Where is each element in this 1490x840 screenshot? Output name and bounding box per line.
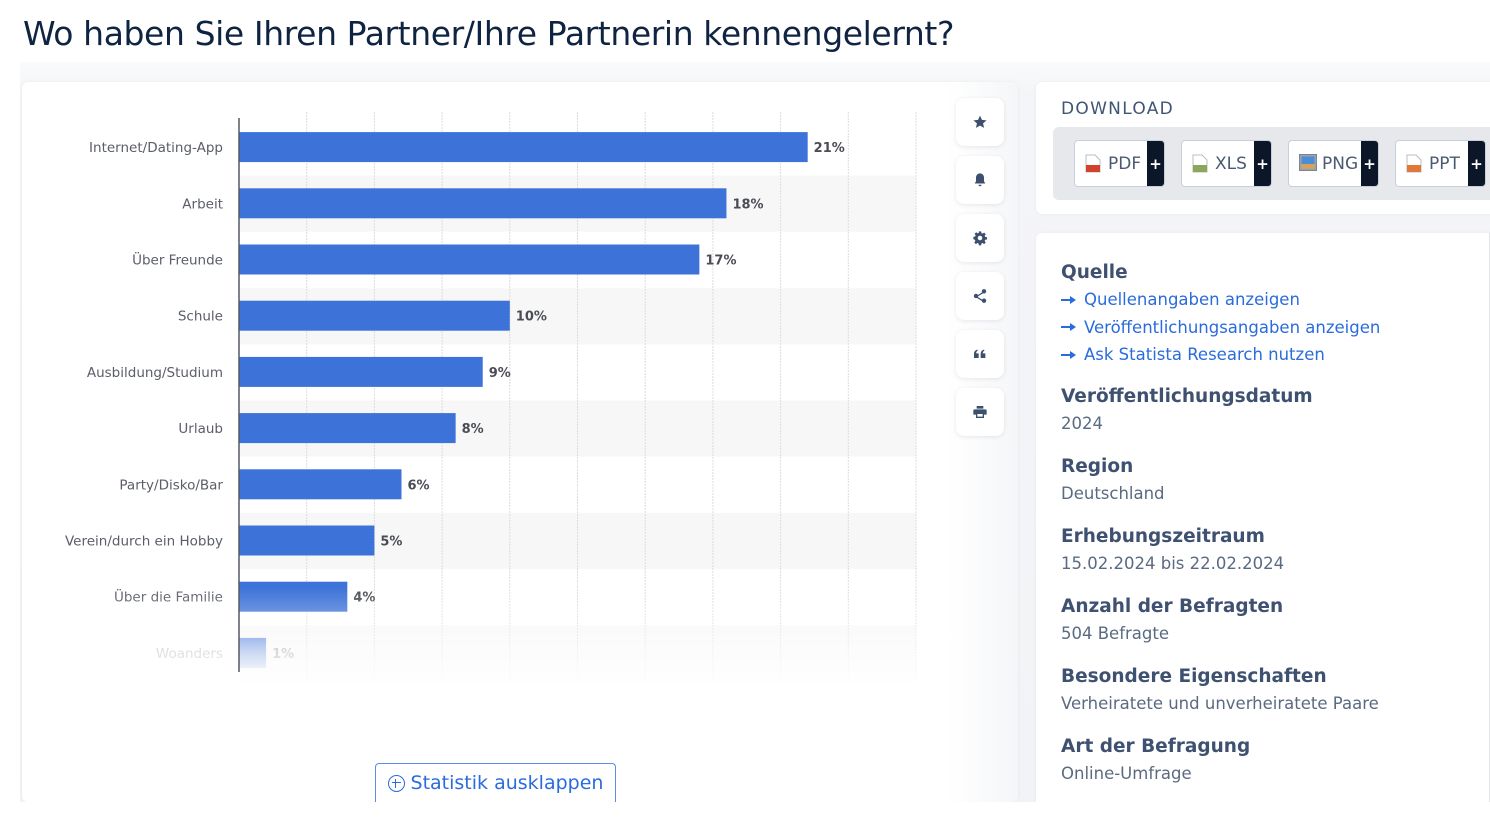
bar	[239, 469, 402, 500]
category-label: Party/Disko/Bar	[119, 477, 223, 493]
download-panel: DOWNLOAD PDF + XLS + PNG + P	[1036, 82, 1490, 214]
settings-button[interactable]	[956, 214, 1004, 262]
value-label: 6%	[407, 478, 429, 493]
info-field-heading: Art der Befragung	[1061, 736, 1251, 757]
download-png-plus[interactable]: +	[1361, 141, 1378, 186]
bar	[239, 244, 700, 275]
download-pdf-plus[interactable]: +	[1147, 141, 1164, 186]
share-button[interactable]	[956, 272, 1004, 320]
info-field-value: Verheiratete und unverheiratete Paare	[1061, 694, 1379, 713]
download-ppt-button[interactable]: PPT +	[1395, 140, 1486, 187]
download-title: DOWNLOAD	[1061, 99, 1175, 119]
bell-icon	[974, 173, 986, 187]
chart-fade-overlay	[22, 587, 962, 692]
info-field-publication-date: Veröffentlichungsdatum 2024	[1061, 386, 1313, 433]
bar	[239, 525, 375, 556]
statistic-info-panel: Quelle Quellenangaben anzeigen Veröffent…	[1036, 233, 1490, 813]
info-field-value: 2024	[1061, 414, 1103, 433]
info-field-value: Deutschland	[1061, 484, 1165, 503]
bar	[239, 188, 727, 219]
download-pdf-label: PDF	[1108, 153, 1142, 174]
value-label: 8%	[462, 422, 484, 437]
source-section: Quelle Quellenangaben anzeigen Veröffent…	[1061, 262, 1380, 366]
info-field-survey-period: Erhebungszeitraum 15.02.2024 bis 22.02.2…	[1061, 526, 1284, 573]
arrow-right-icon	[1061, 322, 1076, 332]
download-format-tray: PDF + XLS + PNG + PPT +	[1053, 127, 1490, 200]
page-title: Wo haben Sie Ihren Partner/Ihre Partneri…	[23, 14, 955, 53]
source-link-label: Veröffentlichungsangaben anzeigen	[1084, 317, 1381, 337]
info-field-heading: Veröffentlichungsdatum	[1061, 386, 1313, 407]
quote-icon	[974, 349, 986, 358]
category-label: Internet/Dating-App	[89, 140, 223, 156]
pdf-file-icon	[1085, 154, 1101, 173]
download-xls-button[interactable]: XLS +	[1181, 140, 1272, 187]
source-link-quellenangaben[interactable]: Quellenangaben anzeigen	[1061, 289, 1380, 311]
png-image-icon	[1299, 154, 1317, 173]
xls-file-icon	[1192, 154, 1208, 173]
category-label: Schule	[178, 309, 223, 325]
info-field-value: 504 Befragte	[1061, 624, 1170, 643]
category-label: Ausbildung/Studium	[87, 365, 223, 381]
info-field-heading: Besondere Eigenschaften	[1061, 666, 1327, 687]
bar-chart: Internet/Dating-App Arbeit Über Freunde Sch…	[22, 112, 962, 692]
value-label: 18%	[732, 197, 763, 212]
download-ppt-label: PPT	[1429, 153, 1460, 174]
source-link-ask-statista[interactable]: Ask Statista Research nutzen	[1061, 344, 1380, 366]
share-icon	[973, 289, 987, 303]
download-ppt-plus[interactable]: +	[1468, 141, 1485, 186]
value-label: 10%	[516, 310, 547, 325]
source-link-label: Quellenangaben anzeigen	[1084, 290, 1300, 310]
info-field-survey-method: Art der Befragung Online-Umfrage	[1061, 736, 1250, 783]
info-field-region: Region Deutschland	[1061, 456, 1165, 503]
bar	[239, 300, 510, 331]
plus-circle-icon	[387, 774, 405, 792]
print-button[interactable]	[956, 388, 1004, 436]
value-label: 9%	[489, 366, 511, 381]
info-field-heading: Region	[1061, 456, 1134, 477]
info-field-respondents: Anzahl der Befragten 504 Befragte	[1061, 596, 1283, 643]
info-field-heading: Erhebungszeitraum	[1061, 526, 1265, 547]
info-field-heading: Anzahl der Befragten	[1061, 596, 1284, 617]
category-label: Über Freunde	[132, 251, 223, 269]
download-xls-plus[interactable]: +	[1254, 141, 1271, 186]
arrow-right-icon	[1061, 350, 1076, 360]
source-heading: Quelle	[1061, 262, 1128, 283]
info-field-special-properties: Besondere Eigenschaften Verheiratete und…	[1061, 666, 1379, 713]
notification-button[interactable]	[956, 156, 1004, 204]
info-field-value: Online-Umfrage	[1061, 764, 1192, 783]
favorite-button[interactable]	[956, 98, 1004, 146]
bar	[239, 132, 808, 163]
download-pdf-button[interactable]: PDF +	[1074, 140, 1165, 187]
value-label: 5%	[380, 535, 402, 550]
download-xls-label: XLS	[1215, 153, 1247, 174]
value-label: 17%	[705, 254, 736, 269]
expand-statistic-button[interactable]: Statistik ausklappen	[375, 763, 616, 802]
category-label: Urlaub	[178, 421, 223, 437]
info-field-value: 15.02.2024 bis 22.02.2024	[1061, 554, 1285, 573]
source-link-label: Ask Statista Research nutzen	[1084, 345, 1325, 365]
gear-icon	[973, 231, 987, 246]
bar	[239, 356, 483, 387]
arrow-right-icon	[1061, 295, 1076, 305]
page-bottom-area	[0, 802, 1490, 840]
bar	[239, 413, 456, 444]
category-label: Arbeit	[182, 196, 223, 212]
chart-card: Internet/Dating-App Arbeit Über Freunde Sch…	[22, 82, 1018, 802]
download-png-label: PNG	[1322, 153, 1359, 174]
ppt-file-icon	[1406, 154, 1422, 173]
expand-statistic-label: Statistik ausklappen	[410, 772, 604, 794]
value-label: 21%	[814, 141, 845, 156]
star-icon	[973, 115, 987, 128]
cite-button[interactable]	[956, 330, 1004, 378]
download-png-button[interactable]: PNG +	[1288, 140, 1379, 187]
category-label: Verein/durch ein Hobby	[65, 534, 223, 550]
source-link-veroeffentlichungsangaben[interactable]: Veröffentlichungsangaben anzeigen	[1061, 317, 1380, 339]
printer-icon	[973, 406, 987, 418]
